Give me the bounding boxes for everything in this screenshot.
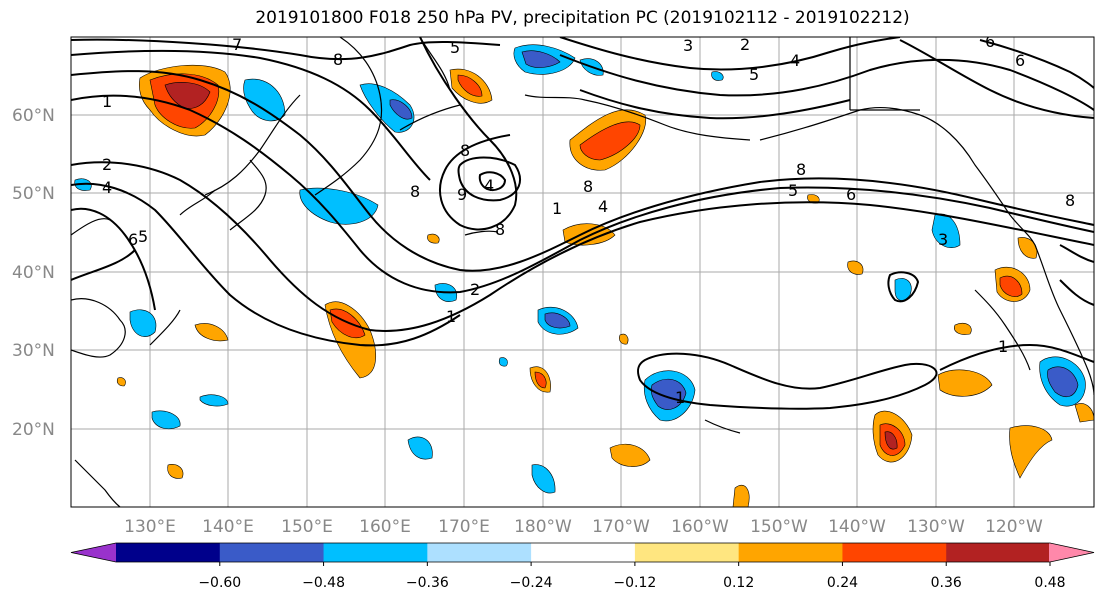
svg-text:2: 2	[102, 155, 112, 174]
map-title: 2019101800 F018 250 hPa PV, precipitatio…	[255, 8, 910, 28]
colorbar-swatch	[842, 543, 947, 562]
lat-label: 40°N	[12, 263, 55, 283]
lon-label: 150°E	[281, 517, 333, 537]
lat-label: 60°N	[12, 106, 55, 126]
colorbar-tick-label: −0.48	[302, 575, 345, 591]
colorbar-tick-label: 0.48	[1034, 575, 1065, 591]
colorbar-tick-label: 0.24	[827, 575, 858, 591]
svg-text:4: 4	[102, 178, 112, 197]
lon-label: 120°W	[985, 517, 1043, 537]
lon-label: 130°W	[907, 517, 965, 537]
colorbar-swatch	[738, 543, 843, 562]
colorbar-tick-label: −0.60	[198, 575, 241, 591]
colorbar-tick-label: 0.12	[723, 575, 754, 591]
colorbar-tick-label: 0.36	[931, 575, 962, 591]
svg-text:1: 1	[102, 92, 112, 111]
svg-text:2: 2	[470, 280, 480, 299]
lat-label: 50°N	[12, 184, 55, 204]
lon-label: 130°E	[124, 517, 176, 537]
svg-text:1: 1	[446, 307, 456, 326]
contour-labels: 7 8 5 3 2 4 5 6 1 2 4 6 5 8 8 9 4 8 8 1 …	[102, 32, 1075, 407]
colorbar: −0.60 −0.48 −0.36 −0.24 −0.12 0.12 0.24 0.36 0.4…	[70, 542, 1095, 591]
svg-text:9: 9	[457, 185, 467, 204]
svg-text:6: 6	[1015, 51, 1025, 70]
svg-text:8: 8	[1065, 191, 1075, 210]
colorbar-swatch	[323, 543, 428, 562]
svg-text:1: 1	[998, 337, 1008, 356]
colorbar-swatch	[116, 543, 221, 562]
precip-negative-areas	[74, 44, 1086, 494]
svg-text:4: 4	[598, 197, 608, 216]
pv-contours	[71, 37, 1094, 410]
svg-text:6: 6	[846, 185, 856, 204]
colorbar-extend-min	[71, 543, 117, 562]
lat-label: 20°N	[12, 420, 55, 440]
colorbar-tick-label: −0.12	[613, 575, 656, 591]
colorbar-tick-label: −0.36	[406, 575, 449, 591]
longitude-labels: 130°E 140°E 150°E 160°E 170°E 180°W 170°…	[124, 517, 1043, 537]
colorbar-extend-max	[1049, 543, 1094, 562]
colorbar-swatch	[531, 543, 636, 562]
svg-text:8: 8	[583, 177, 593, 196]
svg-text:8: 8	[460, 141, 470, 160]
plot-frame	[70, 36, 1095, 508]
colorbar-outline	[70, 542, 1095, 563]
latitude-labels: 60°N 50°N 40°N 30°N 20°N	[12, 106, 55, 440]
svg-text:8: 8	[333, 50, 343, 69]
colorbar-swatch	[634, 543, 740, 562]
svg-text:1: 1	[552, 199, 562, 218]
lon-label: 140°W	[828, 517, 886, 537]
svg-text:6: 6	[128, 230, 138, 249]
colorbar-swatch	[427, 543, 532, 562]
svg-text:4: 4	[790, 51, 800, 70]
colorbar-swatch	[219, 543, 325, 562]
lon-label: 160°W	[671, 517, 729, 537]
svg-text:8: 8	[796, 160, 806, 179]
svg-text:8: 8	[410, 182, 420, 201]
svg-text:4: 4	[484, 176, 494, 195]
colorbar-swatch	[946, 543, 1051, 562]
lon-label: 180°W	[514, 517, 572, 537]
lon-label: 160°E	[359, 517, 411, 537]
lon-label: 150°W	[750, 517, 808, 537]
svg-text:8: 8	[495, 220, 505, 239]
svg-text:3: 3	[938, 230, 948, 249]
svg-text:5: 5	[788, 181, 798, 200]
colorbar-tick-label: −0.24	[510, 575, 553, 591]
lat-label: 30°N	[12, 341, 55, 361]
lon-label: 170°W	[592, 517, 650, 537]
svg-text:6: 6	[985, 32, 995, 51]
svg-text:7: 7	[232, 35, 242, 54]
svg-text:2: 2	[740, 35, 750, 54]
svg-text:3: 3	[683, 36, 693, 55]
lon-label: 170°E	[438, 517, 490, 537]
svg-text:5: 5	[749, 65, 759, 84]
lon-label: 140°E	[202, 517, 254, 537]
svg-text:5: 5	[138, 227, 148, 246]
svg-text:5: 5	[450, 38, 460, 57]
svg-text:1: 1	[675, 388, 685, 407]
